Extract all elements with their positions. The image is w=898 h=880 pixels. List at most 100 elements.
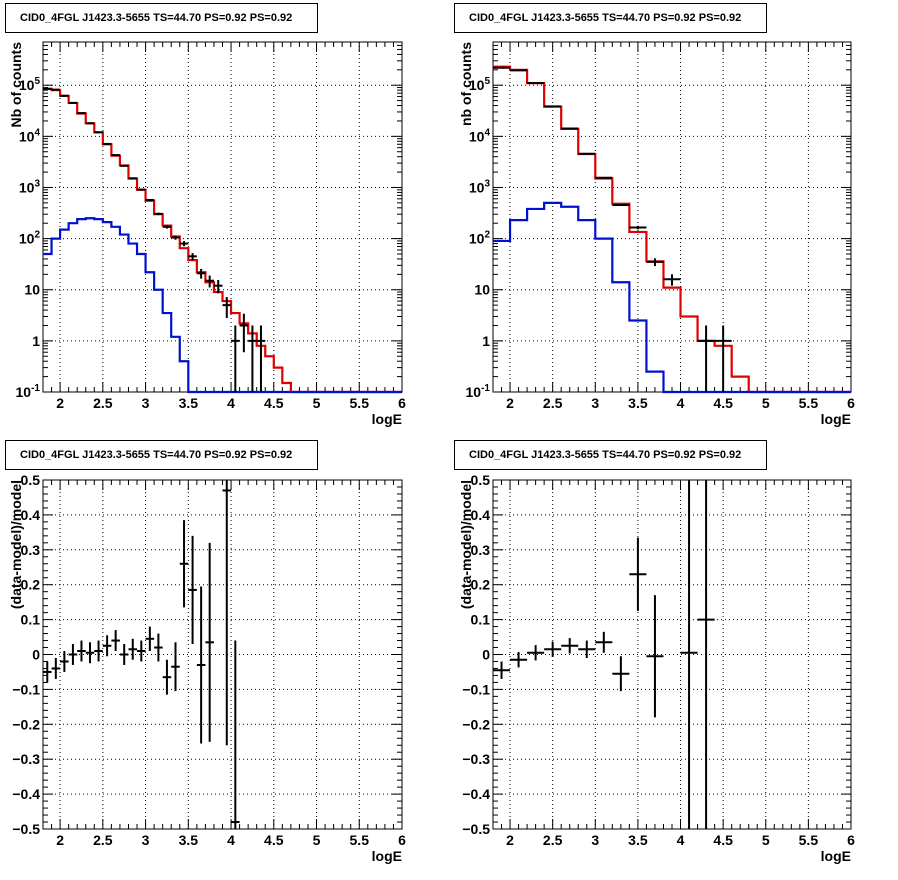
data-point	[146, 199, 155, 201]
data-point	[681, 480, 698, 829]
x-tick-label: 5	[762, 395, 770, 411]
y-tick-label: 10	[474, 282, 490, 298]
y-tick-label: 104	[19, 127, 41, 144]
x-tick-label: 3.5	[179, 832, 199, 848]
data-point	[154, 213, 163, 215]
x-tick-label: 3	[142, 395, 150, 411]
source-histogram-line	[493, 203, 851, 392]
data-point	[612, 204, 629, 206]
data-point	[231, 325, 240, 392]
x-tick-label: 5	[313, 832, 321, 848]
plot-frame	[493, 42, 851, 392]
x-tick-label: 3.5	[179, 395, 199, 411]
x-tick-label: 5	[313, 395, 321, 411]
y-axis-title: (data-model)/model	[8, 480, 24, 609]
data-point	[43, 661, 52, 682]
x-tick-label: 5	[762, 832, 770, 848]
data-point	[77, 641, 86, 662]
x-tick-label: 6	[398, 832, 406, 848]
data-point	[698, 480, 715, 829]
y-tick-label: 0	[482, 647, 490, 663]
y-tick-label: 103	[469, 178, 491, 195]
data-point	[248, 325, 257, 392]
x-tick-label: 2	[506, 832, 514, 848]
x-tick-label: 5.5	[799, 832, 819, 848]
y-tick-label: 104	[469, 127, 491, 144]
x-tick-label: 2.5	[93, 832, 113, 848]
y-tick-label: 102	[469, 230, 491, 247]
data-point	[646, 258, 663, 266]
data-point	[578, 153, 595, 154]
x-axis-title: logE	[821, 411, 851, 427]
x-tick-label: 3	[142, 832, 150, 848]
x-tick-label: 2.5	[543, 832, 563, 848]
data-point	[52, 658, 61, 679]
y-tick-label: 0.1	[471, 612, 491, 628]
data-point	[612, 656, 629, 691]
x-tick-label: 6	[847, 395, 855, 411]
model-histogram-line	[493, 67, 851, 392]
x-axis-title: logE	[372, 411, 402, 427]
data-point	[128, 178, 137, 179]
y-tick-label: −0.1	[462, 681, 490, 697]
data-point	[561, 638, 578, 653]
data-point	[94, 641, 103, 662]
data-point	[205, 543, 214, 742]
data-point	[69, 644, 78, 665]
data-point	[510, 652, 527, 667]
data-point	[197, 269, 206, 279]
data-point	[197, 586, 206, 743]
data-point	[223, 480, 232, 745]
x-tick-label: 2.5	[93, 395, 113, 411]
x-tick-label: 3	[591, 832, 599, 848]
y-tick-label: 103	[19, 178, 41, 195]
y-tick-label: 10	[24, 282, 40, 298]
y-tick-label: −0.5	[12, 821, 40, 837]
data-point	[629, 538, 646, 611]
x-tick-label: 4.5	[264, 832, 284, 848]
y-tick-label: 0.1	[21, 612, 41, 628]
x-tick-label: 4	[677, 395, 685, 411]
data-point	[629, 226, 646, 230]
x-tick-label: 4.5	[713, 395, 733, 411]
data-point	[240, 314, 249, 353]
y-axis-title: (data-model)/model	[458, 480, 474, 609]
plot-title: CID0_4FGL J1423.3-5655 TS=44.70 PS=0.92 …	[5, 3, 318, 33]
plot-title: CID0_4FGL J1423.3-5655 TS=44.70 PS=0.92 …	[454, 440, 767, 470]
y-tick-label: 1	[32, 333, 40, 349]
x-tick-label: 4	[227, 395, 235, 411]
data-point	[103, 635, 112, 656]
data-point	[493, 661, 510, 678]
plot-title: CID0_4FGL J1423.3-5655 TS=44.70 PS=0.92 …	[5, 440, 318, 470]
x-tick-label: 2.5	[543, 395, 563, 411]
x-tick-label: 5.5	[350, 395, 370, 411]
x-tick-label: 2	[506, 395, 514, 411]
data-point	[180, 520, 189, 607]
x-tick-label: 3.5	[628, 395, 648, 411]
x-tick-label: 3.5	[628, 832, 648, 848]
data-point	[646, 595, 663, 717]
data-point	[137, 189, 146, 190]
data-point	[146, 627, 155, 651]
data-point	[86, 642, 95, 663]
data-point	[578, 641, 595, 658]
y-tick-label: 10-1	[466, 383, 491, 400]
x-tick-label: 5.5	[350, 832, 370, 848]
x-axis-title: logE	[821, 848, 851, 864]
y-axis-title: nb of counts	[458, 42, 474, 126]
plot-frame	[43, 42, 402, 392]
y-tick-label: 10-1	[16, 383, 41, 400]
data-point	[154, 634, 163, 662]
y-tick-label: −0.2	[462, 716, 490, 732]
data-point	[111, 155, 120, 156]
y-tick-label: 0	[32, 647, 40, 663]
x-tick-label: 4.5	[713, 832, 733, 848]
y-tick-label: 1	[482, 333, 490, 349]
y-tick-label: 102	[19, 230, 41, 247]
data-point	[128, 639, 137, 660]
data-point	[663, 274, 680, 285]
data-point	[103, 144, 112, 145]
data-point	[595, 632, 612, 653]
